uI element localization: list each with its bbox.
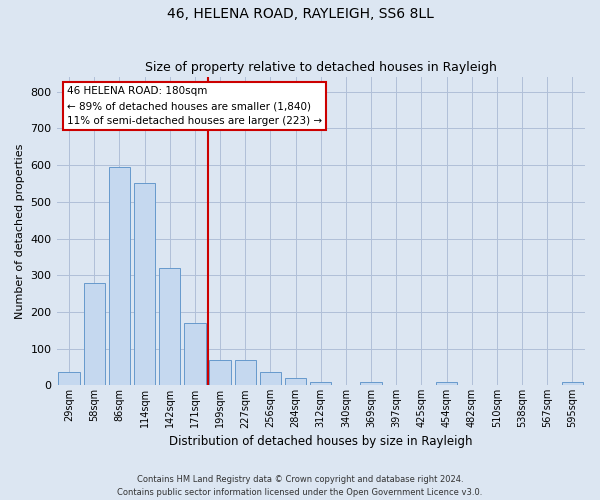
Text: 46, HELENA ROAD, RAYLEIGH, SS6 8LL: 46, HELENA ROAD, RAYLEIGH, SS6 8LL — [167, 8, 433, 22]
Bar — [285, 378, 307, 386]
Bar — [361, 382, 382, 386]
Bar — [83, 284, 105, 386]
Y-axis label: Number of detached properties: Number of detached properties — [15, 144, 25, 319]
Bar — [436, 382, 457, 386]
Bar — [235, 360, 256, 386]
Title: Size of property relative to detached houses in Rayleigh: Size of property relative to detached ho… — [145, 62, 497, 74]
Text: 46 HELENA ROAD: 180sqm
← 89% of detached houses are smaller (1,840)
11% of semi-: 46 HELENA ROAD: 180sqm ← 89% of detached… — [67, 86, 322, 126]
Bar — [159, 268, 181, 386]
Bar — [184, 323, 206, 386]
Text: Contains HM Land Registry data © Crown copyright and database right 2024.
Contai: Contains HM Land Registry data © Crown c… — [118, 475, 482, 497]
Bar — [260, 372, 281, 386]
Bar — [209, 360, 231, 386]
Bar — [58, 372, 80, 386]
Bar — [310, 382, 331, 386]
X-axis label: Distribution of detached houses by size in Rayleigh: Distribution of detached houses by size … — [169, 434, 473, 448]
Bar — [562, 382, 583, 386]
Bar — [134, 184, 155, 386]
Bar — [109, 167, 130, 386]
